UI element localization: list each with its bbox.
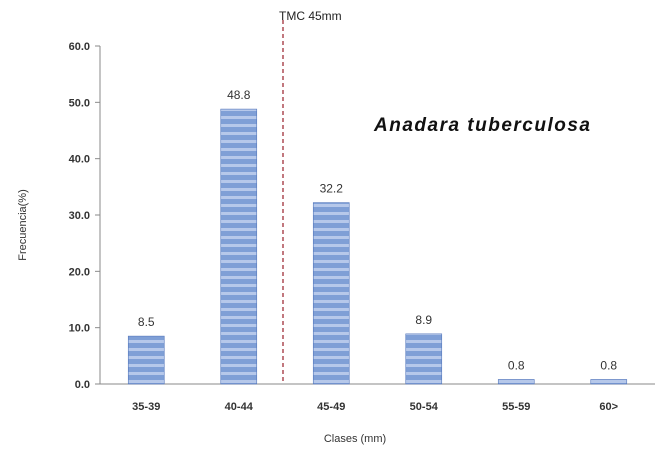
data-label: 0.8 bbox=[600, 358, 617, 372]
x-axis-title: Clases (mm) bbox=[324, 433, 386, 445]
bar-45-49 bbox=[312, 202, 350, 385]
y-tick-label: 10.0 bbox=[69, 323, 90, 335]
bar-50-54 bbox=[405, 333, 443, 385]
data-label: 0.8 bbox=[508, 358, 525, 372]
y-tick-label: 30.0 bbox=[69, 210, 90, 222]
y-tick-label: 50.0 bbox=[69, 97, 90, 109]
tmc-reference-label: TMC 45mm bbox=[279, 9, 342, 23]
bar-55-59 bbox=[497, 379, 535, 385]
y-tick-label: 0.0 bbox=[75, 379, 90, 391]
x-tick-label: 35-39 bbox=[132, 401, 160, 413]
bars bbox=[127, 108, 628, 385]
bar-60> bbox=[590, 379, 628, 385]
y-axis-title: Frecuencia(%) bbox=[17, 189, 29, 261]
data-label: 8.9 bbox=[415, 313, 432, 327]
bar-35-39 bbox=[127, 335, 165, 385]
x-tick-label: 50-54 bbox=[410, 401, 439, 413]
data-label: 48.8 bbox=[227, 88, 251, 102]
x-ticks: 35-39 40-44 45-49 50-54 55-59 60> bbox=[132, 401, 618, 413]
x-tick-label: 45-49 bbox=[317, 401, 345, 413]
y-tick-label: 20.0 bbox=[69, 266, 90, 278]
bar-40-44 bbox=[220, 108, 258, 385]
data-label: 8.5 bbox=[138, 315, 155, 329]
x-tick-label: 40-44 bbox=[225, 401, 254, 413]
x-tick-label: 60> bbox=[599, 401, 618, 413]
x-tick-label: 55-59 bbox=[502, 401, 530, 413]
y-tick-label: 40.0 bbox=[69, 154, 90, 166]
data-labels: 8.5 48.8 32.2 8.9 0.8 0.8 bbox=[138, 88, 618, 372]
y-ticks: 0.0 10.0 20.0 30.0 40.0 50.0 60.0 bbox=[69, 41, 100, 391]
y-tick-label: 60.0 bbox=[69, 41, 90, 53]
data-label: 32.2 bbox=[320, 182, 344, 196]
species-label: Anadara tuberculosa bbox=[373, 115, 592, 136]
